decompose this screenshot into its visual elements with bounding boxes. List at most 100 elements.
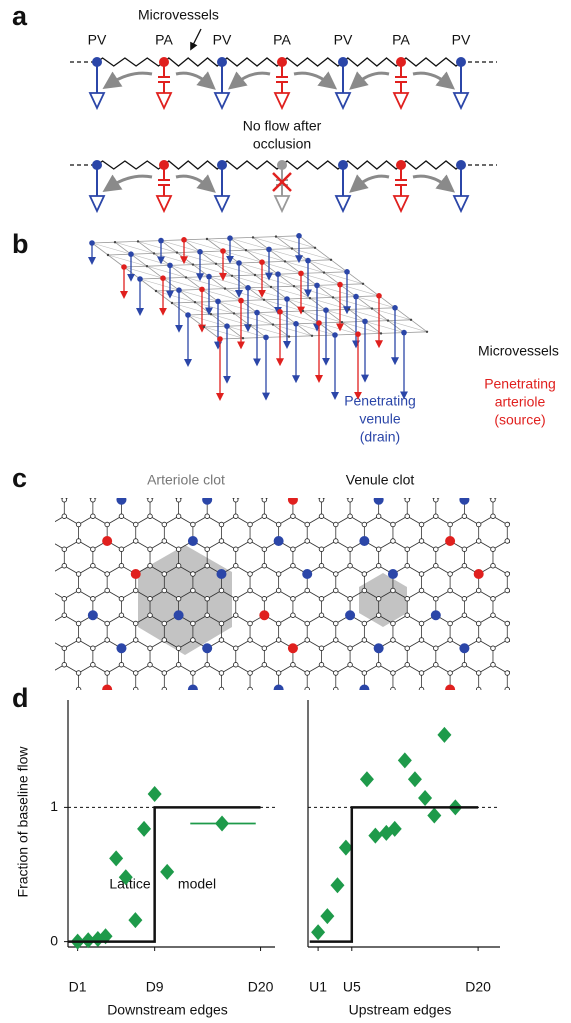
junction (291, 613, 296, 618)
vessel-node (459, 643, 469, 653)
outlet (215, 196, 229, 211)
vessel-node (456, 160, 466, 170)
junction (448, 638, 453, 643)
microvessel (340, 284, 363, 285)
junction (48, 671, 53, 676)
junction (248, 572, 253, 577)
junction (262, 695, 267, 700)
junction (519, 514, 524, 519)
junction (505, 522, 510, 527)
junction (548, 662, 553, 667)
microvessel (257, 312, 280, 313)
vessel-node (174, 610, 184, 620)
junction (231, 275, 233, 277)
junction (305, 522, 310, 527)
microvessel (161, 241, 177, 253)
junction (333, 621, 338, 626)
junction (462, 613, 467, 618)
junction (348, 596, 353, 601)
pointer-arrow (192, 29, 201, 47)
microvessel (164, 58, 222, 66)
vessel-node (531, 685, 541, 695)
lattice-edge (321, 714, 335, 722)
junction (491, 695, 496, 700)
junction (252, 236, 254, 238)
junction (419, 720, 424, 725)
microvessel (262, 262, 301, 273)
junction (519, 695, 524, 700)
microvessel (131, 254, 147, 266)
vessel-node (2, 610, 12, 620)
junction (191, 638, 196, 643)
junction (205, 547, 210, 552)
junction (5, 514, 10, 519)
junction (176, 563, 181, 568)
junction (248, 522, 253, 527)
microvessel (331, 260, 347, 272)
lattice-edge (550, 591, 564, 599)
junction (448, 671, 453, 676)
junction (248, 473, 253, 478)
microvessel (248, 287, 271, 288)
microvessel (299, 236, 315, 248)
junction (5, 646, 10, 651)
vessel-node (284, 296, 290, 302)
lattice-edge (21, 591, 35, 599)
junction (219, 687, 224, 692)
lattice-edge (179, 714, 193, 722)
microvessel (411, 320, 427, 332)
lattice-edge (264, 467, 278, 475)
junction (205, 712, 210, 717)
vessel-node (206, 274, 212, 280)
junction (491, 514, 496, 519)
junction (362, 588, 367, 593)
microvessel (209, 277, 248, 288)
junction (219, 621, 224, 626)
junction (434, 695, 439, 700)
junction (205, 563, 210, 568)
junction (405, 613, 410, 618)
junction (362, 283, 364, 285)
junction (305, 489, 310, 494)
microvessel (269, 249, 285, 261)
microvessel (312, 335, 335, 336)
lattice-edge (50, 714, 64, 722)
junction (205, 695, 210, 700)
junction (62, 547, 67, 552)
junction (176, 712, 181, 717)
vessel-node (316, 320, 322, 326)
microvessel (253, 237, 269, 249)
microvessel (273, 324, 296, 325)
junction (176, 646, 181, 651)
microvessel (216, 264, 255, 275)
microvessel (292, 249, 331, 260)
lattice-edge (522, 714, 536, 722)
lattice-edge (522, 640, 536, 648)
vessel-node (376, 293, 382, 299)
junction (248, 539, 253, 544)
junction (405, 695, 410, 700)
vessel-node (362, 319, 368, 325)
microvessel (271, 287, 310, 298)
junction (534, 588, 539, 593)
junction (171, 302, 173, 304)
clot-region (359, 573, 407, 627)
junction (233, 312, 235, 314)
junction (291, 596, 296, 601)
panel-b: b Microvessels Penetrating venule (drain… (12, 229, 559, 445)
junction (162, 621, 167, 626)
junction (519, 547, 524, 552)
junction (491, 712, 496, 717)
microvessel (204, 326, 227, 327)
lattice-edge (422, 690, 436, 698)
junction (362, 671, 367, 676)
lattice-edge (364, 690, 378, 698)
microvessel (310, 298, 349, 309)
microvessel (292, 249, 308, 261)
junction (534, 473, 539, 478)
junction (348, 695, 353, 700)
junction (362, 720, 367, 725)
microvessel (108, 255, 147, 266)
microvessel (319, 322, 342, 323)
lattice-edge (193, 714, 207, 722)
